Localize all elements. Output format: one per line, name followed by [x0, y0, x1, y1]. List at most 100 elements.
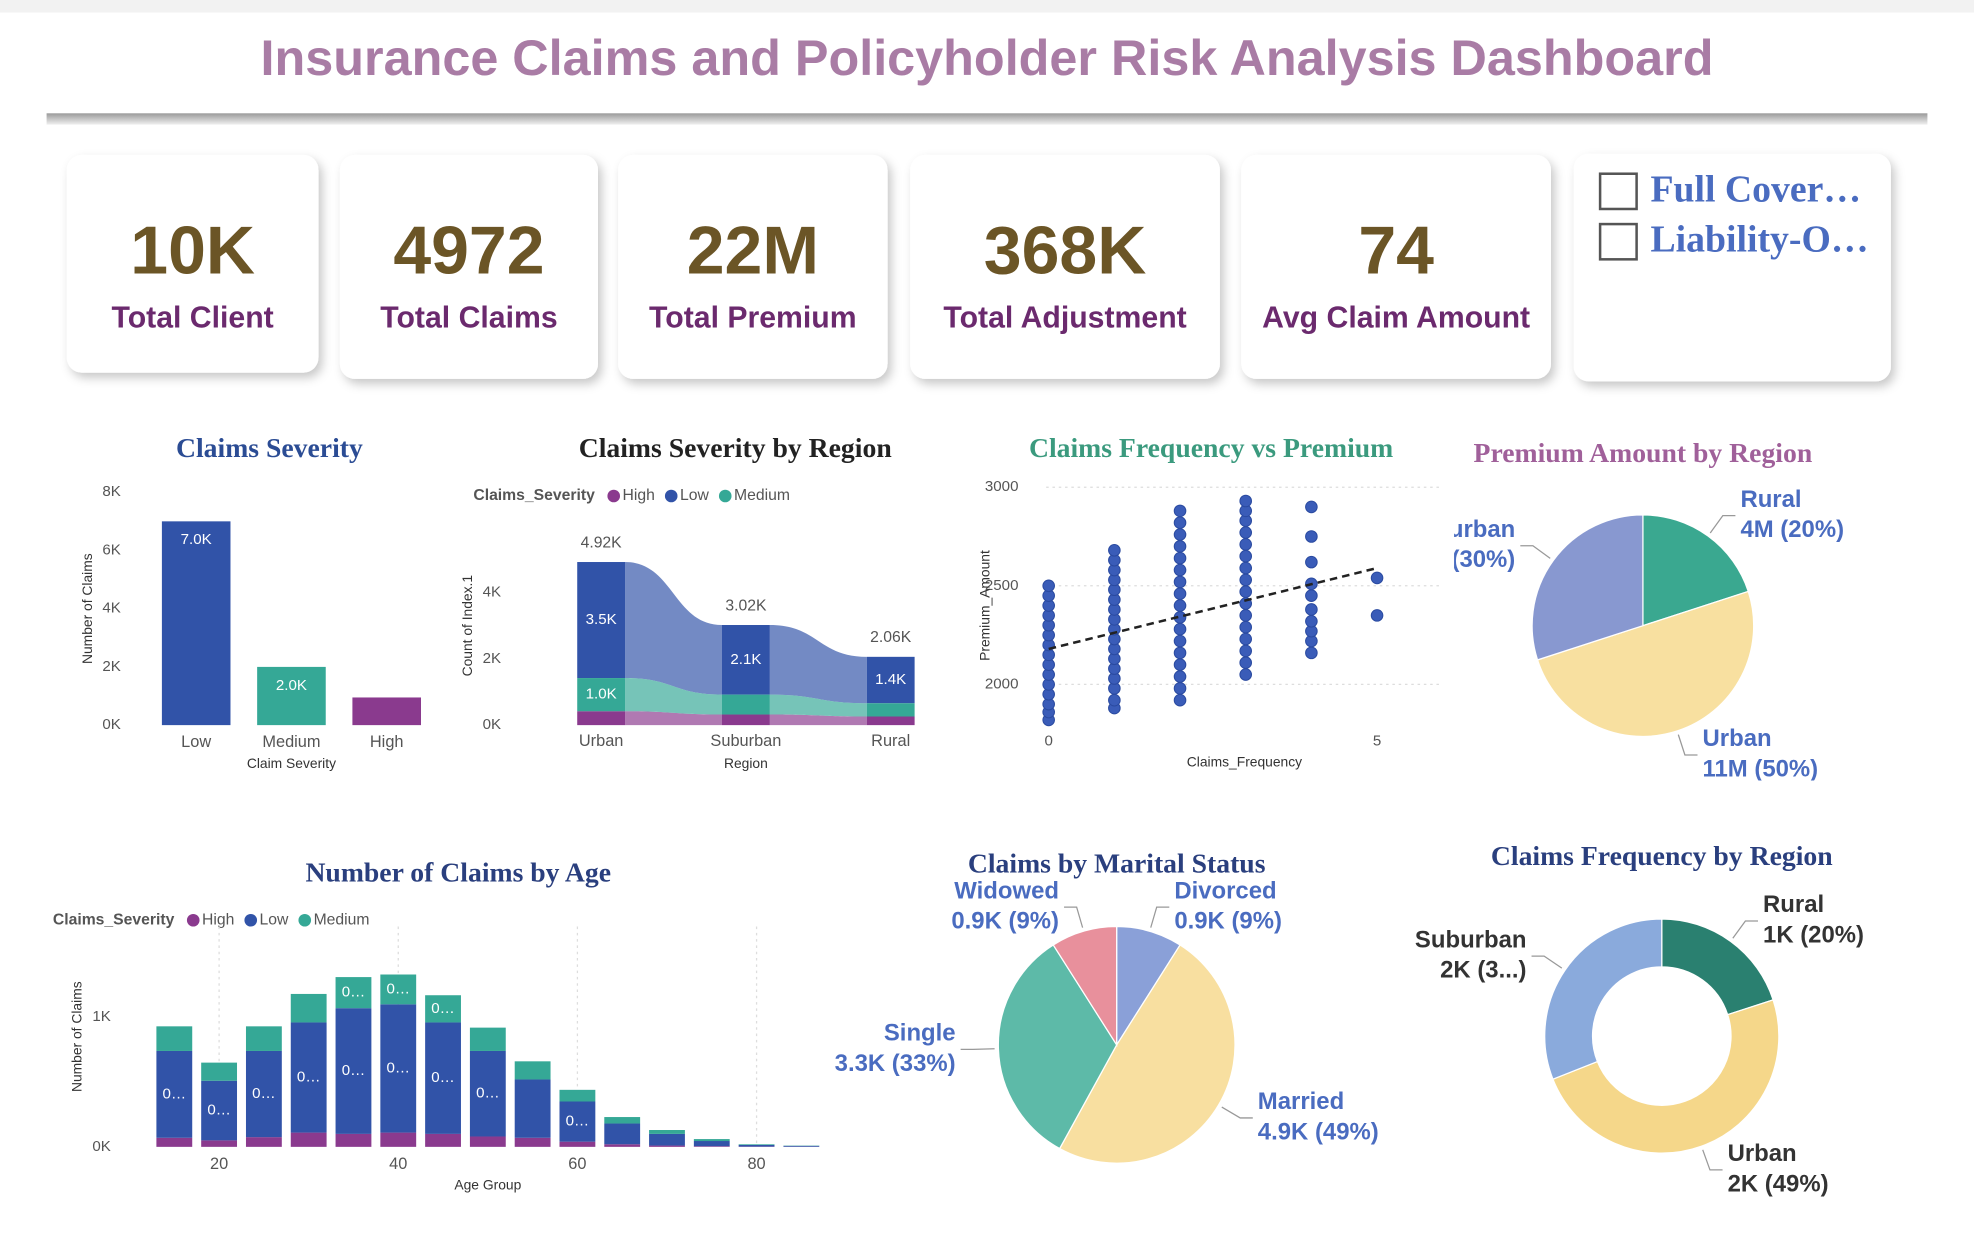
kpi-value: 10K: [130, 213, 255, 289]
ribbon-bar: [866, 703, 915, 717]
kpi-card: [66, 154, 319, 373]
bar-segment: [425, 995, 461, 1023]
bar-segment: [380, 1004, 417, 1133]
ribbon: [625, 711, 722, 726]
data-label: 0…: [431, 1000, 455, 1017]
legend-title: Claims_Severity: [473, 487, 595, 504]
legend-marker: [607, 489, 621, 503]
bar-segment: [693, 1141, 730, 1147]
slice-category: Single: [884, 1020, 956, 1047]
bar-segment: [335, 1133, 372, 1147]
x-axis-label: Claim Severity: [247, 755, 336, 771]
point: [1173, 693, 1187, 707]
chart-title: Premium Amount by Region: [1474, 437, 1813, 468]
point: [1239, 609, 1253, 622]
bar-segment: [290, 1132, 327, 1147]
point: [1173, 551, 1187, 565]
kpi-card: [1241, 154, 1551, 379]
ribbon-bar: [721, 714, 770, 726]
slice-category: Suburban: [1404, 516, 1516, 543]
bar-segment: [380, 974, 417, 1005]
bar-segment: [290, 993, 327, 1023]
point: [1108, 693, 1121, 707]
bar-segment: [245, 1026, 282, 1051]
title-divider: [46, 113, 1928, 125]
data-label: 0…: [566, 1113, 590, 1130]
bar-segment: [245, 1137, 282, 1147]
x-tick-label: 5: [1373, 732, 1381, 749]
bar-segment: [738, 1144, 775, 1145]
slice: [997, 944, 1118, 1150]
bar-segment: [604, 1144, 641, 1147]
pie: Rural 4M (20%) Urban 11M (50%) Suburban 7M (3…: [1404, 486, 1844, 782]
ribbon-bar: [866, 716, 915, 726]
bar-segment: [335, 1008, 372, 1134]
point: [1305, 500, 1318, 514]
bar: [257, 666, 326, 726]
data-label: 0…: [476, 1085, 500, 1102]
point: [1305, 603, 1318, 616]
bar-segment: [156, 1050, 193, 1138]
ribbon-bar: [577, 562, 626, 679]
slice-label: 11M (50%): [1703, 755, 1819, 782]
leader-line: [1520, 545, 1551, 559]
chart-title: Claims Severity by Region: [579, 432, 892, 463]
y-tick-label: 1K: [92, 1008, 110, 1025]
bar-segment: [514, 1137, 551, 1147]
data-label: 0…: [387, 980, 411, 997]
x-tick-label: 80: [747, 1155, 765, 1173]
slice-category: Urban: [1728, 1140, 1797, 1167]
kpi-value: 368K: [984, 213, 1147, 289]
bar-segment: [649, 1130, 685, 1134]
bar-segment: [649, 1133, 685, 1146]
bar-segment: [290, 1022, 327, 1133]
legend-marker: [298, 913, 312, 927]
ribbon-bar: [577, 711, 626, 726]
slice-category: Widowed: [954, 877, 1059, 904]
y-tick-label: 0K: [102, 716, 120, 733]
bar-segment: [335, 977, 372, 1009]
slicer-checkbox[interactable]: [1598, 172, 1638, 211]
point: [1239, 549, 1253, 563]
bar-segment: [649, 1145, 685, 1147]
bar-segment: [156, 1137, 193, 1147]
slice-label: 0.9K (9%): [951, 907, 1059, 934]
x-tick-label: Urban: [579, 732, 624, 750]
chart-title: Claims by Marital Status: [968, 847, 1266, 878]
y-tick-label: 4K: [102, 600, 120, 617]
point: [1305, 615, 1318, 628]
legend-label: Low: [260, 911, 289, 928]
slice-category: Divorced: [1174, 877, 1276, 904]
point: [1173, 563, 1187, 577]
leader-line: [1064, 906, 1084, 928]
bar-segment: [469, 1027, 506, 1051]
point: [1042, 579, 1055, 593]
kpi-label: Total Premium: [649, 302, 857, 335]
slicer-option: Liability-O…: [1650, 219, 1868, 261]
data-label: 0…: [342, 984, 366, 1001]
slicer-checkbox[interactable]: [1598, 222, 1638, 261]
bar-segment: [514, 1061, 551, 1080]
legend-label: Medium: [734, 487, 790, 504]
point: [1173, 634, 1187, 648]
chart-title: Claims Frequency by Region: [1491, 840, 1833, 871]
point: [1173, 682, 1187, 695]
bar-segment: [693, 1146, 730, 1147]
point: [1239, 620, 1253, 634]
y-tick-label: 2500: [985, 577, 1019, 594]
leader-line: [960, 1048, 995, 1051]
chart-title: Claims Severity: [176, 432, 363, 463]
point: [1239, 656, 1253, 670]
kpi-card: [339, 154, 598, 379]
kpi-label: Total Adjustment: [943, 302, 1186, 335]
data-label: 0…: [207, 1102, 231, 1119]
leader-line: [1677, 734, 1698, 756]
data-label: 7.0K: [181, 531, 212, 548]
bar-segment: [201, 1140, 238, 1147]
y-tick-label: 4K: [483, 584, 501, 601]
ribbon: [769, 625, 867, 704]
point: [1173, 587, 1187, 600]
y-tick-label: 0K: [92, 1138, 110, 1155]
data-label: 0…: [387, 1059, 411, 1076]
